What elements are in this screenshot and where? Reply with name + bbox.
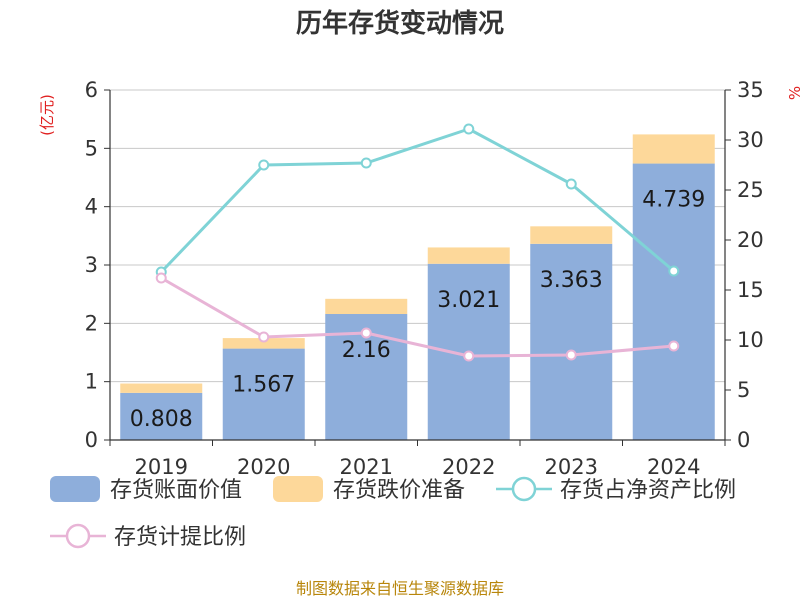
x-tick-label: 2023 [545,455,598,479]
legend-swatch [50,476,100,502]
left-tick-label: 6 [85,78,98,102]
right-tick-label: 25 [737,178,764,202]
bar-value-label: 3.021 [437,288,500,313]
bar-2022-impairment [427,247,510,264]
left-tick-label: 2 [85,311,98,335]
legend-label: 存货占净资产比例 [560,478,736,503]
right-tick-label: 30 [737,128,764,152]
line-point-3-2024 [668,340,680,352]
line-point-3-2020 [258,331,270,343]
x-tick-label: 2019 [135,455,188,479]
right-axis-unit: % [786,86,800,100]
bar-2020-impairment [222,338,305,349]
right-tick-label: 10 [737,328,764,352]
left-tick-label: 5 [85,136,98,160]
x-tick-label: 2021 [340,455,393,479]
line-point-2-2024 [668,265,680,277]
right-tick-label: 35 [737,78,764,102]
right-tick-label: 0 [737,428,750,452]
line-point-3-2022 [463,350,475,362]
bar-value-label: 2.16 [342,338,391,363]
legend-item-0[interactable]: 存货账面价值 [50,476,242,503]
bar-2019-impairment [120,383,203,393]
grid-lines [110,89,725,383]
right-tick-label: 5 [737,378,750,402]
line-point-2-2022 [463,123,475,135]
right-tick-label: 20 [737,228,764,252]
left-tick-label: 4 [85,195,98,219]
bar-series [120,134,715,440]
legend-label: 存货计提比例 [114,525,246,550]
legend-swatch [273,476,323,502]
bar-2021-impairment [325,298,408,314]
source-note: 制图数据来自恒生聚源数据库 [296,579,504,598]
bar-value-labels: 0.808 1.567 2.16 3.021 3.363 4.739 [130,188,705,432]
bar-2023-book-value [530,243,613,440]
bar-2020-book-value [222,348,305,440]
line-point-3-2023 [565,349,577,361]
left-tick-label: 0 [85,428,98,452]
line-point-3-2019 [155,272,167,284]
chart-title: 历年存货变动情况 [296,8,504,39]
legend-item-2[interactable]: 存货占净资产比例 [496,476,736,503]
legend-marker [511,476,537,502]
line-point-3-2021 [360,327,372,339]
line-point-2-2021 [360,157,372,169]
bar-value-label: 0.808 [130,407,193,432]
line-point-2-2020 [258,159,270,171]
line-series-2 [160,127,675,274]
axes: 0 1 2 3 4 5 6 0 5 10 15 20 25 30 35 2019 2020 2021 2022 202… [85,78,764,479]
x-tick-label: 2024 [647,455,700,479]
legend-item-3[interactable]: 存货计提比例 [50,523,246,550]
left-tick-label: 1 [85,370,98,394]
bar-value-label: 3.363 [540,268,603,293]
right-tick-label: 15 [737,278,764,302]
bar-value-label: 1.567 [232,373,295,398]
line-point-2-2023 [565,178,577,190]
legend-label: 存货跌价准备 [333,478,465,503]
bar-value-label: 4.739 [642,188,705,213]
bar-2024-impairment [632,134,715,164]
line-series [155,123,680,362]
x-tick-label: 2022 [442,455,495,479]
bar-2019-book-value [120,392,203,440]
legend-marker [65,523,91,549]
bar-2024-book-value [632,163,715,440]
legend-label: 存货账面价值 [110,478,242,503]
line-series-3 [160,276,674,358]
bar-2023-impairment [530,226,613,244]
x-tick-label: 2020 [237,455,290,479]
legend-item-1[interactable]: 存货跌价准备 [273,476,465,503]
left-tick-label: 3 [85,253,98,277]
left-axis-unit: (亿元) [38,94,56,136]
